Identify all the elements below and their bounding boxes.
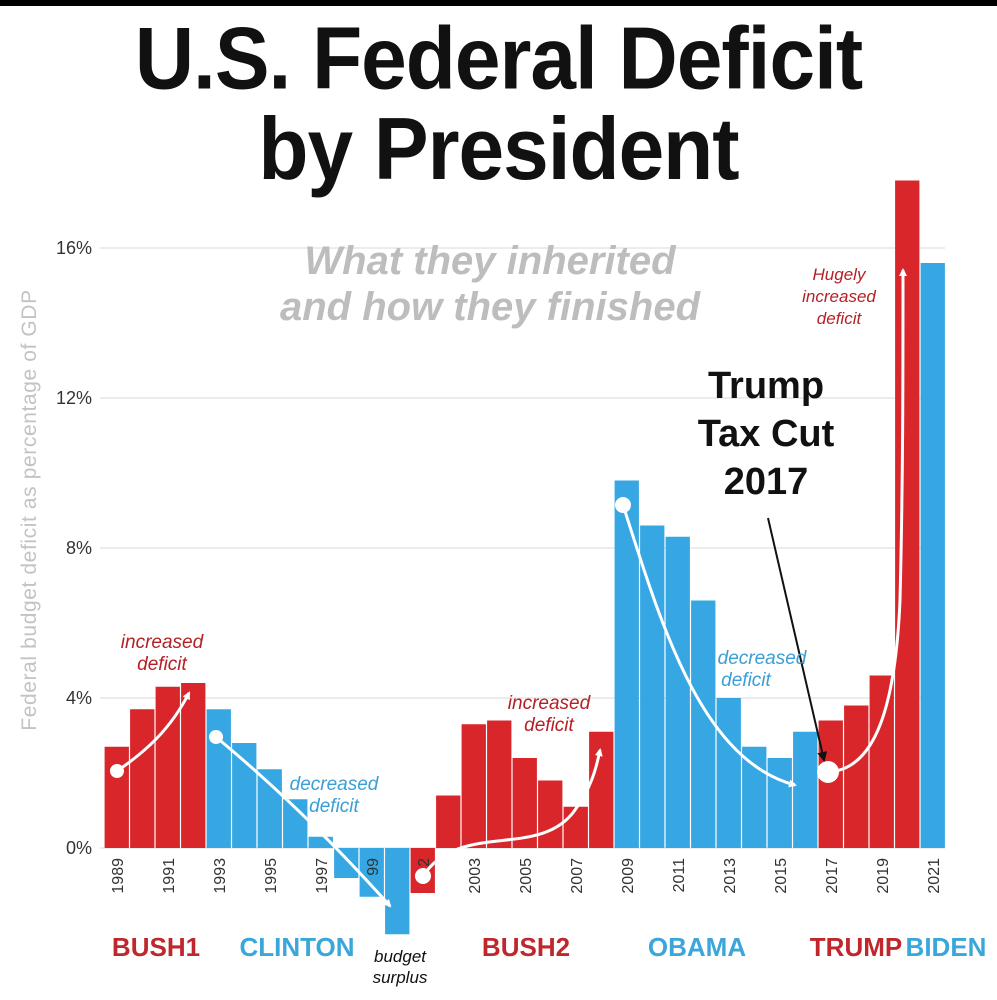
x-tick-label: 1995 — [263, 858, 280, 894]
x-tick-label: 2007 — [569, 858, 586, 894]
bar-1989 — [104, 746, 129, 848]
tax-cut-line-1: Trump — [708, 365, 824, 407]
bar-2011 — [665, 536, 690, 848]
bar-2004 — [487, 720, 512, 848]
x-tick-label: 2015 — [773, 858, 790, 894]
president-label-clinton: CLINTON — [239, 932, 354, 962]
title-line-2: by President — [258, 100, 739, 199]
bar-2003 — [461, 724, 486, 848]
bar-2018 — [844, 705, 869, 848]
x-tick-label: 2005 — [518, 858, 535, 894]
y-tick-label: 0% — [66, 838, 92, 858]
bar-2012 — [691, 600, 716, 848]
x-tick-label: 2009 — [620, 858, 637, 894]
bar-2015 — [767, 758, 792, 848]
chart-subtitle: What they inherited and how they finishe… — [230, 238, 750, 330]
y-tick-label: 4% — [66, 688, 92, 708]
y-tick-label: 12% — [56, 388, 92, 408]
x-tick-label: 2 — [416, 858, 433, 867]
trump-note-line-3: deficit — [817, 309, 863, 328]
x-tick-label: 2011 — [671, 858, 688, 893]
bar-2017 — [818, 720, 843, 848]
bush1-arrow — [116, 691, 191, 773]
bar-1995 — [257, 769, 282, 848]
x-tick-label: 1989 — [110, 858, 127, 894]
top-border — [0, 0, 997, 6]
bar-2020 — [895, 180, 920, 848]
trump-arrow — [827, 268, 907, 774]
x-tick-label: 2013 — [722, 858, 739, 894]
bar-1998 — [334, 848, 359, 878]
bar-1999 — [359, 848, 384, 897]
x-tick-label: 1997 — [314, 858, 331, 894]
bar-2014 — [742, 746, 767, 848]
x-tick-label: 1991 — [161, 858, 178, 894]
bar-1994 — [232, 743, 257, 848]
bar-1991 — [155, 686, 180, 848]
president-label-bush1: BUSH1 — [112, 932, 200, 962]
bush2-note-line-1: increased — [508, 693, 592, 714]
clinton-note-line-1: decreased — [290, 774, 380, 795]
x-tick-label: 1993 — [212, 858, 229, 894]
president-label-obama: OBAMA — [648, 932, 746, 962]
x-tick-label: 2019 — [875, 858, 892, 894]
bar-1992 — [181, 683, 206, 848]
trump-note-line-2: increased — [802, 287, 876, 306]
trend-arrows — [110, 268, 907, 908]
obama-arrow — [621, 504, 797, 788]
bar-2021 — [920, 263, 945, 848]
clinton-arrow — [215, 735, 392, 908]
trump-note-line-1: Hugely — [813, 265, 867, 284]
tax-cut-line-3: 2017 — [724, 461, 809, 503]
bar-2009 — [614, 480, 639, 848]
tax-cut-pointer — [767, 517, 828, 762]
president-label-biden: BIDEN — [906, 932, 987, 962]
page-title: U.S. Federal Deficit by President — [0, 9, 997, 199]
bar-1993 — [206, 709, 231, 848]
y-tick-label: 16% — [56, 238, 92, 258]
president-label-trump: TRUMP — [810, 932, 902, 962]
subtitle-line-1: What they inherited — [304, 239, 676, 283]
x-tick-label: 2017 — [824, 858, 841, 894]
president-label-bush2: BUSH2 — [482, 932, 570, 962]
bar-2007 — [563, 806, 588, 848]
bush1-note-line-1: increased — [121, 632, 205, 653]
x-ticks: 1989 1991 1993 1995 1997 99 2 2003 2005 2007 2009 2… — [110, 858, 943, 894]
tax-cut-line-2: Tax Cut — [698, 413, 835, 455]
bar-2006 — [538, 780, 563, 848]
obama-note-line-2: deficit — [721, 670, 771, 691]
bar-1997 — [308, 836, 333, 848]
bush2-note-line-2: deficit — [524, 715, 574, 736]
grid-lines: 0% 4% 8% 12% 16% — [56, 238, 945, 858]
bar-2010 — [640, 525, 665, 848]
bar-1990 — [130, 709, 155, 848]
bar-2002 — [436, 795, 461, 848]
subtitle-line-2: and how they finished — [279, 285, 701, 329]
surplus-note-line-2: surplus — [373, 968, 428, 987]
bush2-arrow — [421, 748, 603, 877]
obama-note-line-1: decreased — [718, 648, 808, 669]
bar-2016 — [793, 731, 818, 848]
surplus-note-line-1: budget — [374, 947, 427, 966]
clinton-note-line-2: deficit — [309, 796, 359, 817]
bar-2005 — [512, 758, 537, 848]
bar-2000 — [385, 848, 410, 935]
bar-2013 — [716, 698, 741, 848]
y-tick-label: 8% — [66, 538, 92, 558]
x-tick-label: 2003 — [467, 858, 484, 894]
bar-2008 — [589, 731, 614, 848]
bush1-note-line-2: deficit — [137, 654, 187, 675]
bar-2019 — [869, 675, 894, 848]
x-tick-label: 99 — [365, 858, 382, 876]
title-line-1: U.S. Federal Deficit — [134, 9, 863, 108]
x-tick-label: 2021 — [926, 858, 943, 894]
